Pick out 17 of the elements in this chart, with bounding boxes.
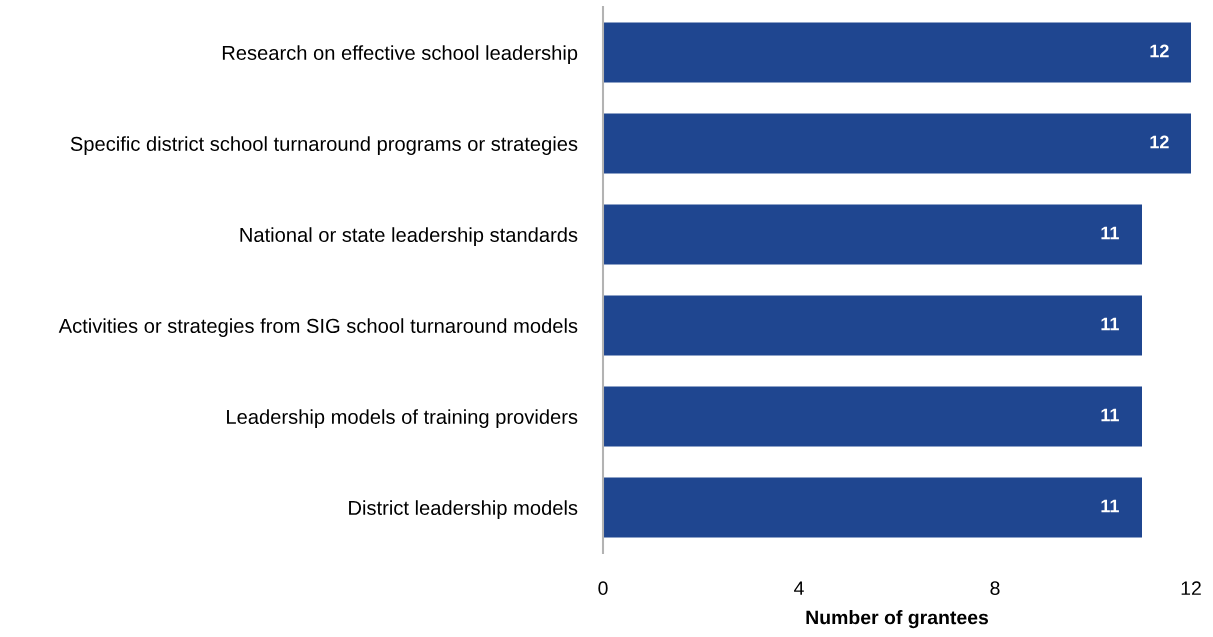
data-label: 12 — [1150, 44, 1169, 58]
data-label: 11 — [1101, 317, 1119, 331]
x-tick-label: 0 — [598, 581, 608, 596]
x-tick-label: 8 — [990, 581, 1000, 596]
data-label: 12 — [1150, 135, 1169, 149]
y-tick-label: National or state leadership standards — [240, 227, 578, 246]
data-label: 11 — [1101, 499, 1119, 513]
data-label: 11 — [1101, 408, 1119, 422]
x-tick-label: 4 — [794, 581, 804, 595]
x-axis-title: Number of grantees — [806, 610, 989, 629]
y-tick-label: Research on effective school leadership — [222, 45, 578, 64]
y-tick-label: District leadership models — [349, 500, 578, 519]
y-tick-label: Leadership models of training providers — [227, 409, 578, 428]
y-tick-label: Specific district school turnaround programs or strategies — [70, 136, 578, 155]
y-tick-label: Activities or strategies from SIG school turnaround models — [58, 318, 578, 337]
data-label: 11 — [1101, 226, 1119, 240]
x-tick-label: 12 — [1181, 581, 1201, 595]
